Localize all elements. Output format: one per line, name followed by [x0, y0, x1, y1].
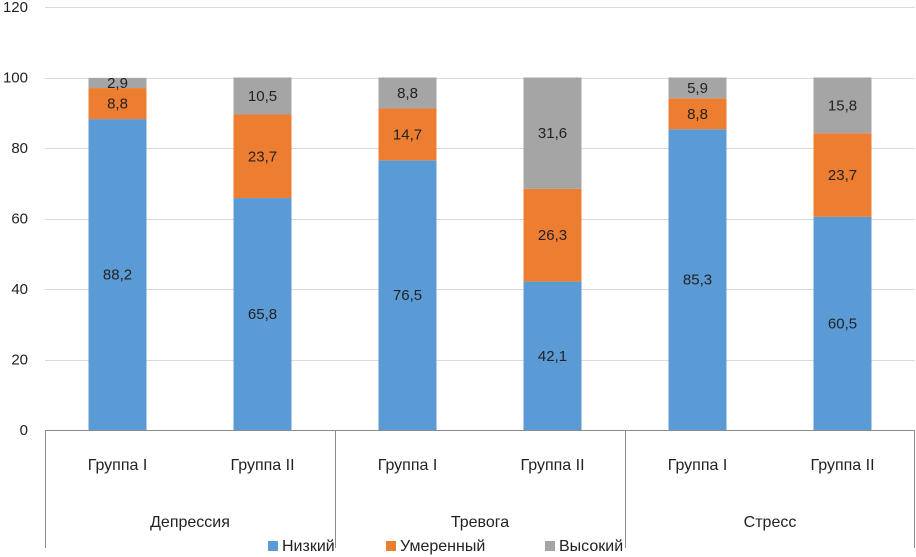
data-label: 10,5	[248, 88, 277, 105]
legend-swatch	[386, 541, 396, 551]
y-tick-label: 0	[20, 422, 28, 439]
y-tick-label: 80	[11, 140, 28, 157]
category-label: Группа I	[378, 457, 438, 474]
data-label: 76,5	[393, 287, 422, 304]
bar-segment	[523, 77, 582, 189]
data-label: 15,8	[828, 97, 857, 114]
data-label: 65,8	[248, 306, 277, 323]
data-label: 5,9	[687, 80, 708, 97]
legend-label: Низкий	[282, 538, 335, 555]
y-tick-label: 40	[11, 281, 28, 298]
bar-segment	[813, 216, 872, 430]
data-label: 2,9	[107, 75, 128, 92]
data-label: 85,3	[683, 272, 712, 289]
data-label: 8,8	[397, 85, 418, 102]
bar-segment	[668, 98, 727, 130]
bar-segment	[668, 129, 727, 430]
category-label: Группа I	[88, 457, 148, 474]
data-label: 8,8	[107, 96, 128, 113]
group-label: Тревога	[451, 514, 509, 531]
data-label: 23,7	[828, 167, 857, 184]
legend-label: Высокий	[559, 538, 623, 555]
y-axis: 0 20 40 60 80 100 120	[3, 0, 28, 439]
data-label: 14,7	[393, 126, 422, 143]
bar-segment	[88, 88, 147, 120]
bars: 88,2 8,8 2,9 65,8 23,7 10,5 76,5 14,7 8,8 42,1 26,…	[88, 75, 872, 430]
category-label: Группа II	[520, 457, 584, 474]
data-label: 26,3	[538, 227, 567, 244]
bar-segment	[668, 77, 727, 99]
data-label: 8,8	[687, 106, 708, 123]
bar-segment	[523, 281, 582, 430]
category-label: Группа II	[230, 457, 294, 474]
bar-segment	[378, 108, 437, 161]
bar-segment	[813, 133, 872, 217]
bar-segment	[88, 119, 147, 430]
data-label: 88,2	[103, 267, 132, 284]
y-tick-label: 100	[3, 70, 28, 87]
category-label: Группа I	[668, 457, 728, 474]
legend-swatch	[545, 541, 555, 551]
bar-segment	[88, 77, 147, 89]
bar-segment	[233, 114, 292, 199]
legend-label: Умеренный	[400, 538, 485, 555]
group-label: Стресс	[744, 514, 797, 531]
data-label: 31,6	[538, 125, 567, 142]
data-label: 42,1	[538, 348, 567, 365]
legend: Низкий Умеренный Высокий	[268, 538, 623, 555]
bar-segment	[233, 77, 292, 115]
y-tick-label: 20	[11, 352, 28, 369]
data-label: 60,5	[828, 315, 857, 332]
bar-segment	[813, 77, 872, 134]
y-tick-label: 120	[3, 0, 28, 16]
category-label: Группа II	[810, 457, 874, 474]
bar-segment	[378, 77, 437, 109]
bar-segment	[233, 198, 292, 430]
gridlines	[45, 7, 915, 431]
legend-swatch	[268, 541, 278, 551]
data-label: 23,7	[248, 148, 277, 165]
y-tick-label: 60	[11, 211, 28, 228]
group-label: Депрессия	[150, 514, 230, 531]
x-axis: Группа I Группа II Группа I Группа II Группа…	[45, 430, 915, 548]
bar-segment	[378, 160, 437, 430]
bar-segment	[523, 188, 582, 282]
